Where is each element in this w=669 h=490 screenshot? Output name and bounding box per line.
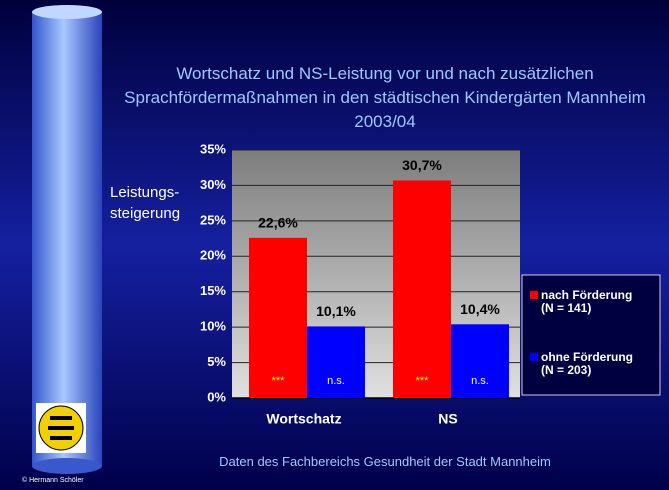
- y-tick-label: 15%: [200, 283, 226, 298]
- cylinder: [32, 12, 102, 466]
- y-tick-label: 30%: [200, 177, 226, 192]
- x-tick-label: NS: [438, 411, 457, 427]
- data-label: 10,1%: [316, 303, 356, 319]
- data-label: 10,4%: [460, 301, 500, 317]
- y-tick-label: 35%: [200, 141, 226, 156]
- title: Wortschatz und NS-Leistung vor und nach …: [124, 64, 646, 131]
- bar: [393, 180, 451, 398]
- bar: [307, 326, 365, 398]
- y-tick-label: 0%: [207, 389, 226, 404]
- y-tick-label: 25%: [200, 212, 226, 227]
- y-tick-label: 20%: [200, 248, 226, 263]
- bar: [249, 237, 307, 398]
- significance-label: ***: [272, 375, 286, 387]
- legend-box: [521, 274, 661, 396]
- significance-label: n.s.: [471, 375, 489, 387]
- significance-label: ***: [416, 375, 430, 387]
- y-axis-label: Leistungs- steigerung: [110, 184, 181, 222]
- cylinder-bottom: [32, 458, 102, 474]
- legend-label: ohne Förderung (N = 203): [541, 350, 633, 377]
- footer: Daten des Fachbereichs Gesundheit der St…: [219, 454, 551, 469]
- emblem-lions: [48, 416, 74, 440]
- data-label: 22,6%: [258, 215, 298, 231]
- legend-swatch: [530, 353, 538, 361]
- significance-label: n.s.: [327, 375, 345, 387]
- data-label: 30,7%: [402, 157, 442, 173]
- cylinder-top: [32, 5, 102, 19]
- x-tick-label: Wortschatz: [266, 411, 341, 427]
- copyright: © Hermann Schöler: [22, 477, 84, 484]
- legend-label: nach Förderung (N = 141): [541, 288, 633, 315]
- bar: [451, 324, 509, 398]
- y-tick-label: 5%: [207, 354, 226, 369]
- legend-swatch: [530, 291, 538, 299]
- y-tick-label: 10%: [200, 319, 226, 334]
